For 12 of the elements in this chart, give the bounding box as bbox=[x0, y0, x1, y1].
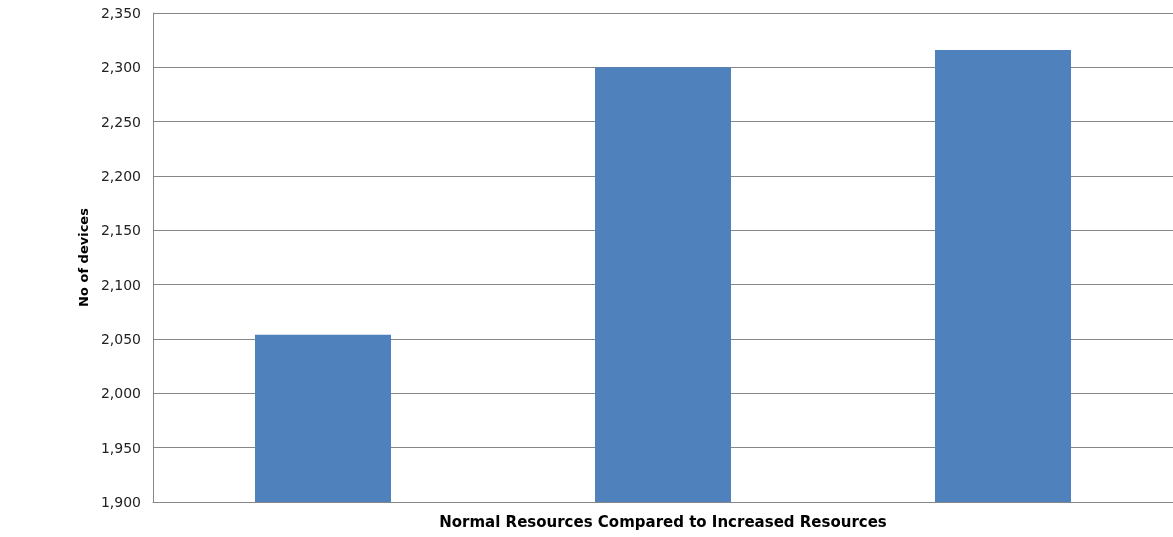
y-tick-label: 1,950 bbox=[100, 439, 141, 456]
y-tick-label: 2,150 bbox=[100, 222, 141, 239]
y-tick-label: 2,000 bbox=[100, 385, 141, 402]
y-tick-label: 2,200 bbox=[100, 168, 141, 184]
y-tick-label: 2,050 bbox=[100, 331, 141, 347]
y-tick-label: 2,100 bbox=[100, 276, 141, 293]
y-tick-label: 2,250 bbox=[100, 113, 141, 130]
y-tick-label: 2,300 bbox=[100, 59, 141, 76]
y-tick-label: 1,900 bbox=[100, 494, 141, 510]
y-axis-title: No of devices bbox=[76, 207, 92, 307]
y-tick-label: 2,350 bbox=[100, 5, 141, 21]
x-axis-title: Normal Resources Compared to Increased Resources bbox=[439, 513, 887, 532]
